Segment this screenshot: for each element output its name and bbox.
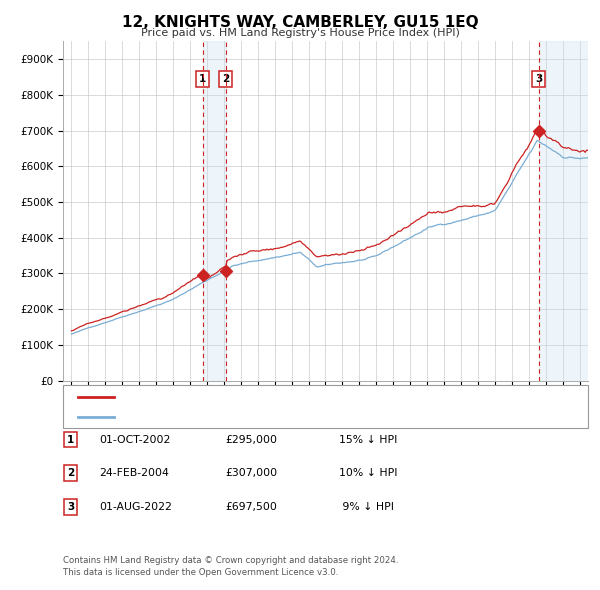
Text: 12, KNIGHTS WAY, CAMBERLEY, GU15 1EQ: 12, KNIGHTS WAY, CAMBERLEY, GU15 1EQ [122,15,478,30]
Text: 1: 1 [67,435,74,444]
Text: 15% ↓ HPI: 15% ↓ HPI [339,435,397,444]
Text: 3: 3 [67,502,74,512]
Text: HPI: Average price, detached house, Surrey Heath: HPI: Average price, detached house, Surr… [119,412,369,422]
Text: 01-OCT-2002: 01-OCT-2002 [99,435,170,444]
Text: Contains HM Land Registry data © Crown copyright and database right 2024.
This d: Contains HM Land Registry data © Crown c… [63,556,398,576]
Text: 9% ↓ HPI: 9% ↓ HPI [339,502,394,512]
Text: Price paid vs. HM Land Registry's House Price Index (HPI): Price paid vs. HM Land Registry's House … [140,28,460,38]
Text: £307,000: £307,000 [225,468,277,478]
Text: 2: 2 [222,74,230,84]
Text: £697,500: £697,500 [225,502,277,512]
Text: 3: 3 [535,74,542,84]
Bar [203,41,226,381]
Text: 12, KNIGHTS WAY, CAMBERLEY, GU15 1EQ (detached house): 12, KNIGHTS WAY, CAMBERLEY, GU15 1EQ (de… [119,392,422,402]
Bar [539,41,600,381]
Text: 10% ↓ HPI: 10% ↓ HPI [339,468,397,478]
Text: 2: 2 [67,468,74,478]
Text: £295,000: £295,000 [225,435,277,444]
Text: 24-FEB-2004: 24-FEB-2004 [99,468,169,478]
Text: 1: 1 [199,74,206,84]
Text: 01-AUG-2022: 01-AUG-2022 [99,502,172,512]
